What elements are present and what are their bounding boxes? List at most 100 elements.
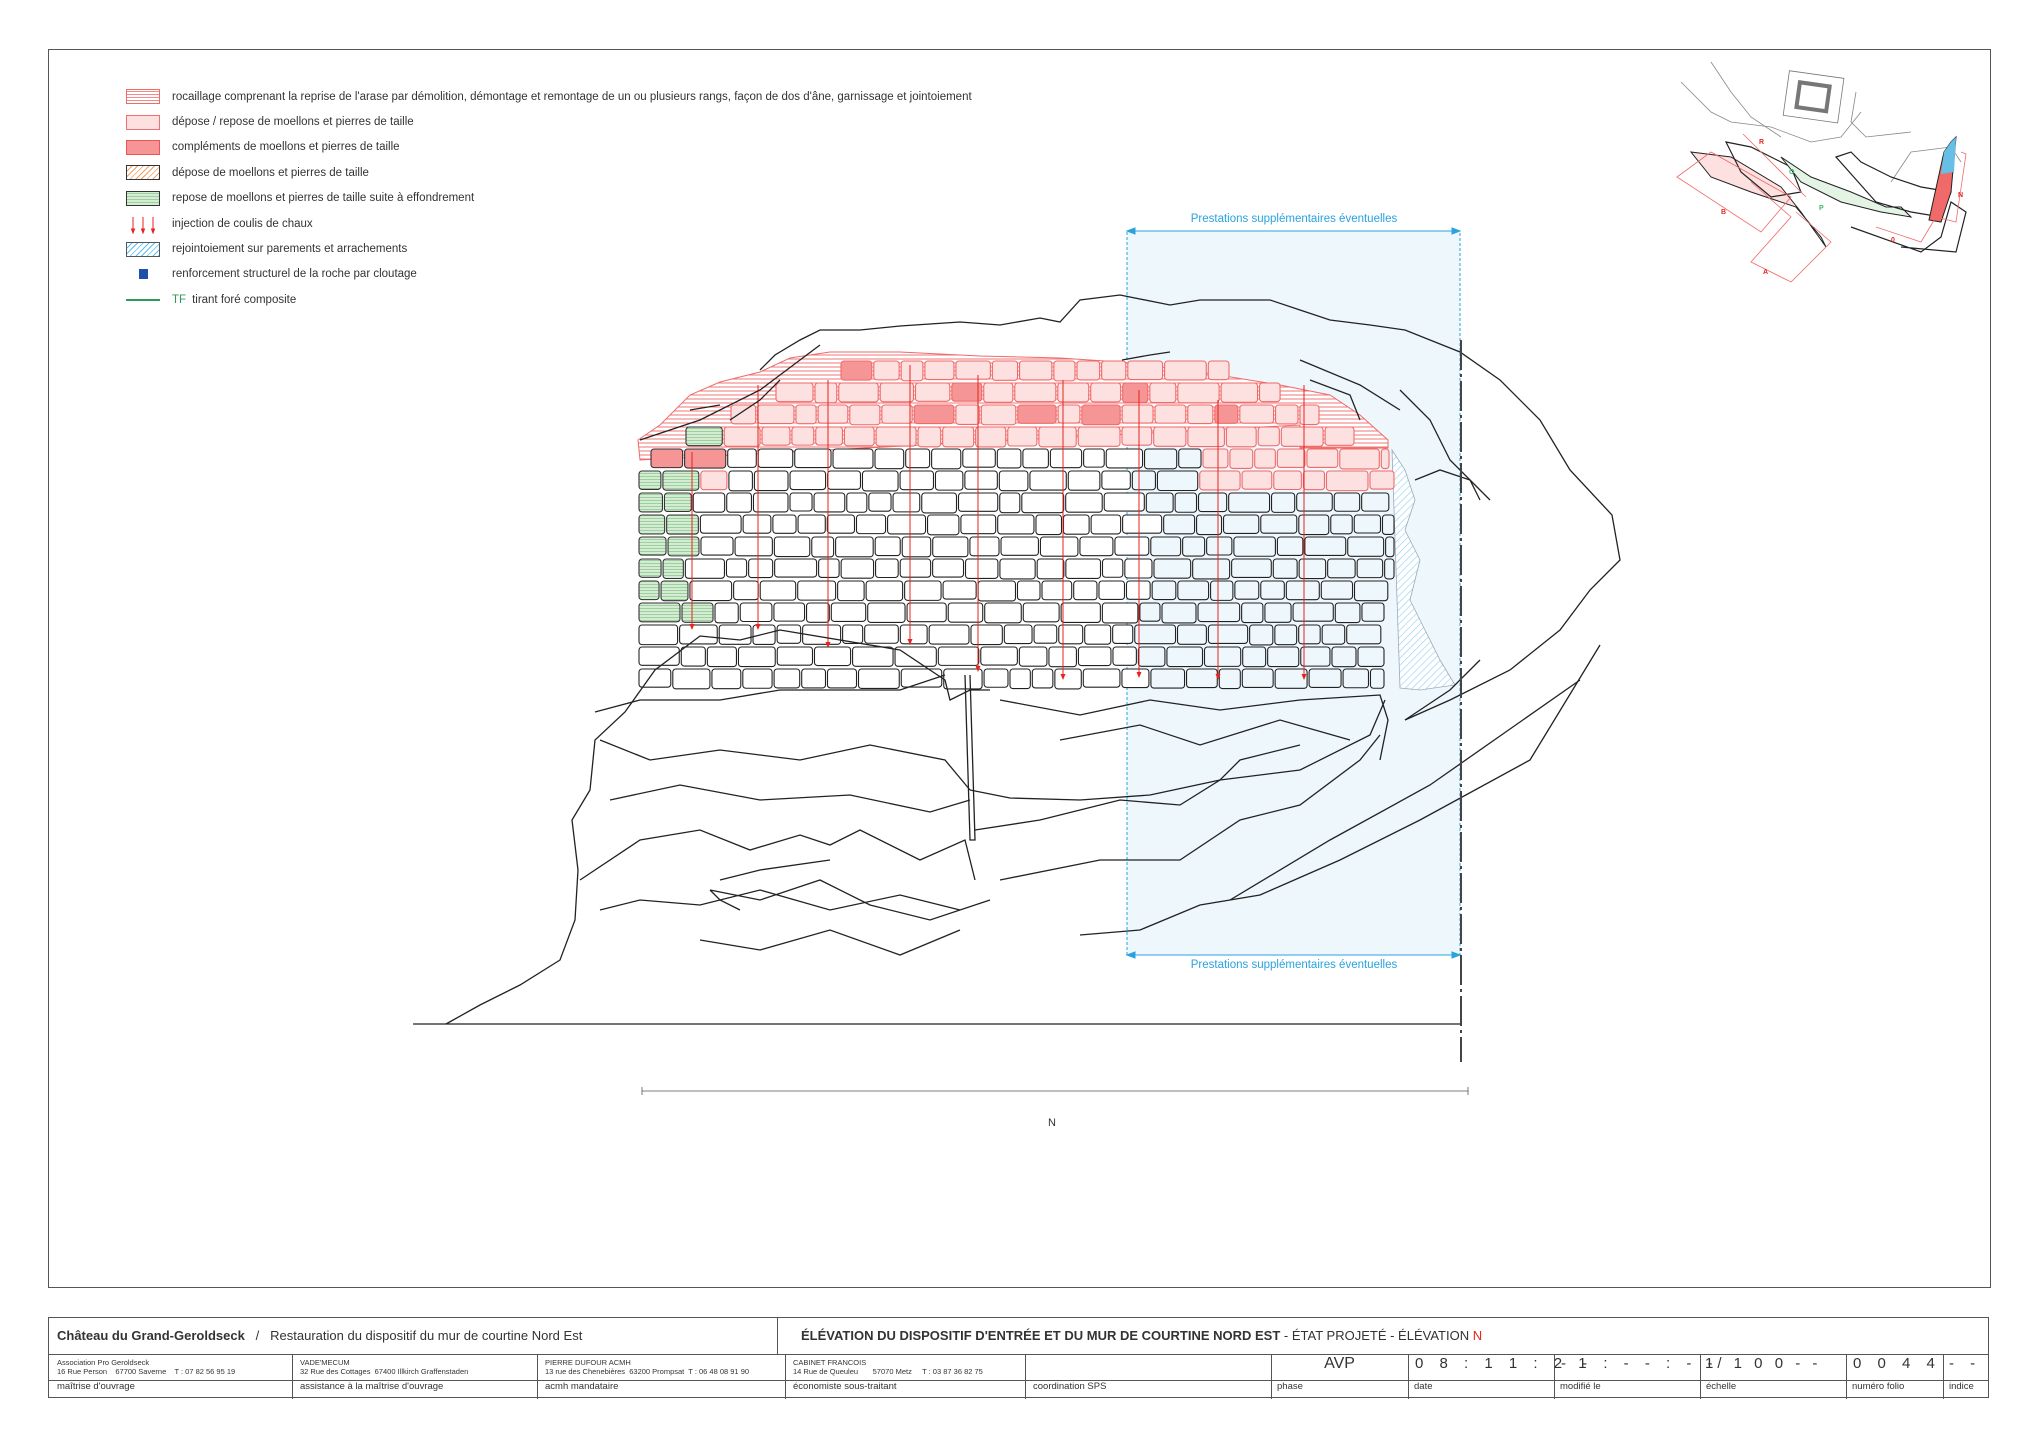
stone [1039, 536, 1079, 557]
stone [692, 492, 726, 513]
stone [1033, 624, 1058, 644]
stone [983, 668, 1009, 688]
stone [1098, 580, 1126, 601]
stone [737, 646, 776, 668]
stone [794, 448, 832, 469]
stone [1298, 514, 1330, 536]
stone [775, 382, 814, 403]
rejointoiement-area [1391, 448, 1456, 691]
stone [1057, 404, 1081, 424]
stone [1166, 646, 1204, 668]
stone [1234, 580, 1260, 600]
stone [926, 514, 960, 536]
stone [1342, 668, 1370, 689]
stone [1260, 514, 1298, 534]
legend-label: rejointoiement sur parements et arrachem… [172, 243, 408, 256]
stone [638, 470, 662, 490]
stone [867, 602, 906, 623]
stone [1308, 668, 1342, 689]
party-name: CABINET FRANCOIS [793, 1358, 867, 1367]
stone [815, 426, 843, 446]
stone [814, 382, 838, 404]
stone [1369, 668, 1385, 689]
stone [1177, 580, 1210, 601]
stone [879, 382, 915, 403]
stone [943, 668, 983, 690]
stone [650, 448, 684, 469]
key-map-label: R [1759, 139, 1764, 146]
index-label: indice [1949, 1381, 1974, 1392]
scale-value: 1/ 1 0 0 - - [1705, 1355, 1822, 1372]
stone [789, 470, 827, 491]
stone [980, 404, 1017, 426]
stone [1112, 646, 1137, 666]
stone [805, 602, 830, 623]
stone [1054, 668, 1082, 690]
injection-arrowhead [1301, 674, 1307, 680]
stone [964, 470, 998, 490]
stone [1334, 602, 1361, 624]
stone [840, 360, 873, 381]
stone [723, 426, 761, 447]
stone [1090, 514, 1122, 535]
stone [733, 580, 759, 601]
role-label: coordination SPS [1033, 1381, 1107, 1392]
stone [742, 514, 772, 534]
stone [942, 580, 977, 600]
stone [1330, 514, 1353, 535]
dimension-line [641, 1087, 1469, 1095]
stone [638, 536, 667, 556]
stone [1229, 448, 1254, 470]
key-map: R B A 0 N O P [1676, 61, 1967, 283]
legend-item-repose: repose de moellons et pierres de taille … [126, 186, 972, 211]
repose-swatch [126, 190, 160, 206]
stone [801, 668, 827, 689]
stone [874, 536, 901, 557]
stone [932, 558, 965, 578]
stone [830, 602, 867, 622]
stone [1019, 360, 1053, 381]
folio-value: 0 0 4 4 [1853, 1355, 1941, 1372]
stone [899, 470, 935, 491]
stone [1103, 492, 1145, 512]
stone [1347, 536, 1385, 557]
stone [1299, 404, 1320, 426]
stone [917, 426, 942, 448]
stone [773, 668, 801, 689]
stone [1174, 492, 1198, 513]
stone [1258, 382, 1281, 403]
stone [1114, 536, 1150, 556]
stone [638, 514, 666, 535]
stone [1121, 426, 1153, 446]
title-block: Château du Grand-Geroldseck / Restaurati… [48, 1317, 1989, 1399]
stone [1206, 536, 1233, 556]
stone [1003, 624, 1033, 645]
stone [913, 404, 955, 425]
stone [1082, 668, 1121, 688]
stone [1060, 602, 1101, 624]
stone [1156, 470, 1199, 492]
stone [931, 448, 962, 470]
stone [1022, 448, 1049, 469]
stone [727, 448, 757, 468]
stone [901, 536, 932, 558]
stone [1192, 558, 1231, 580]
stone [748, 558, 774, 579]
stone [1182, 536, 1206, 557]
legend-label: injection de coulis de chaux [172, 217, 313, 230]
stone [1124, 558, 1153, 579]
stone [730, 404, 757, 425]
stone [797, 580, 837, 601]
stone [734, 536, 773, 557]
stone [928, 624, 970, 645]
stone [838, 382, 879, 403]
legend-label: dépose de moellons et pierres de taille [172, 166, 369, 179]
stone [1145, 492, 1174, 513]
stone [1014, 382, 1057, 403]
stone [638, 492, 663, 513]
stone [969, 536, 1000, 557]
role-label: assistance à la maîtrise d'ouvrage [300, 1381, 444, 1392]
stone [757, 448, 794, 469]
stone [773, 536, 811, 558]
